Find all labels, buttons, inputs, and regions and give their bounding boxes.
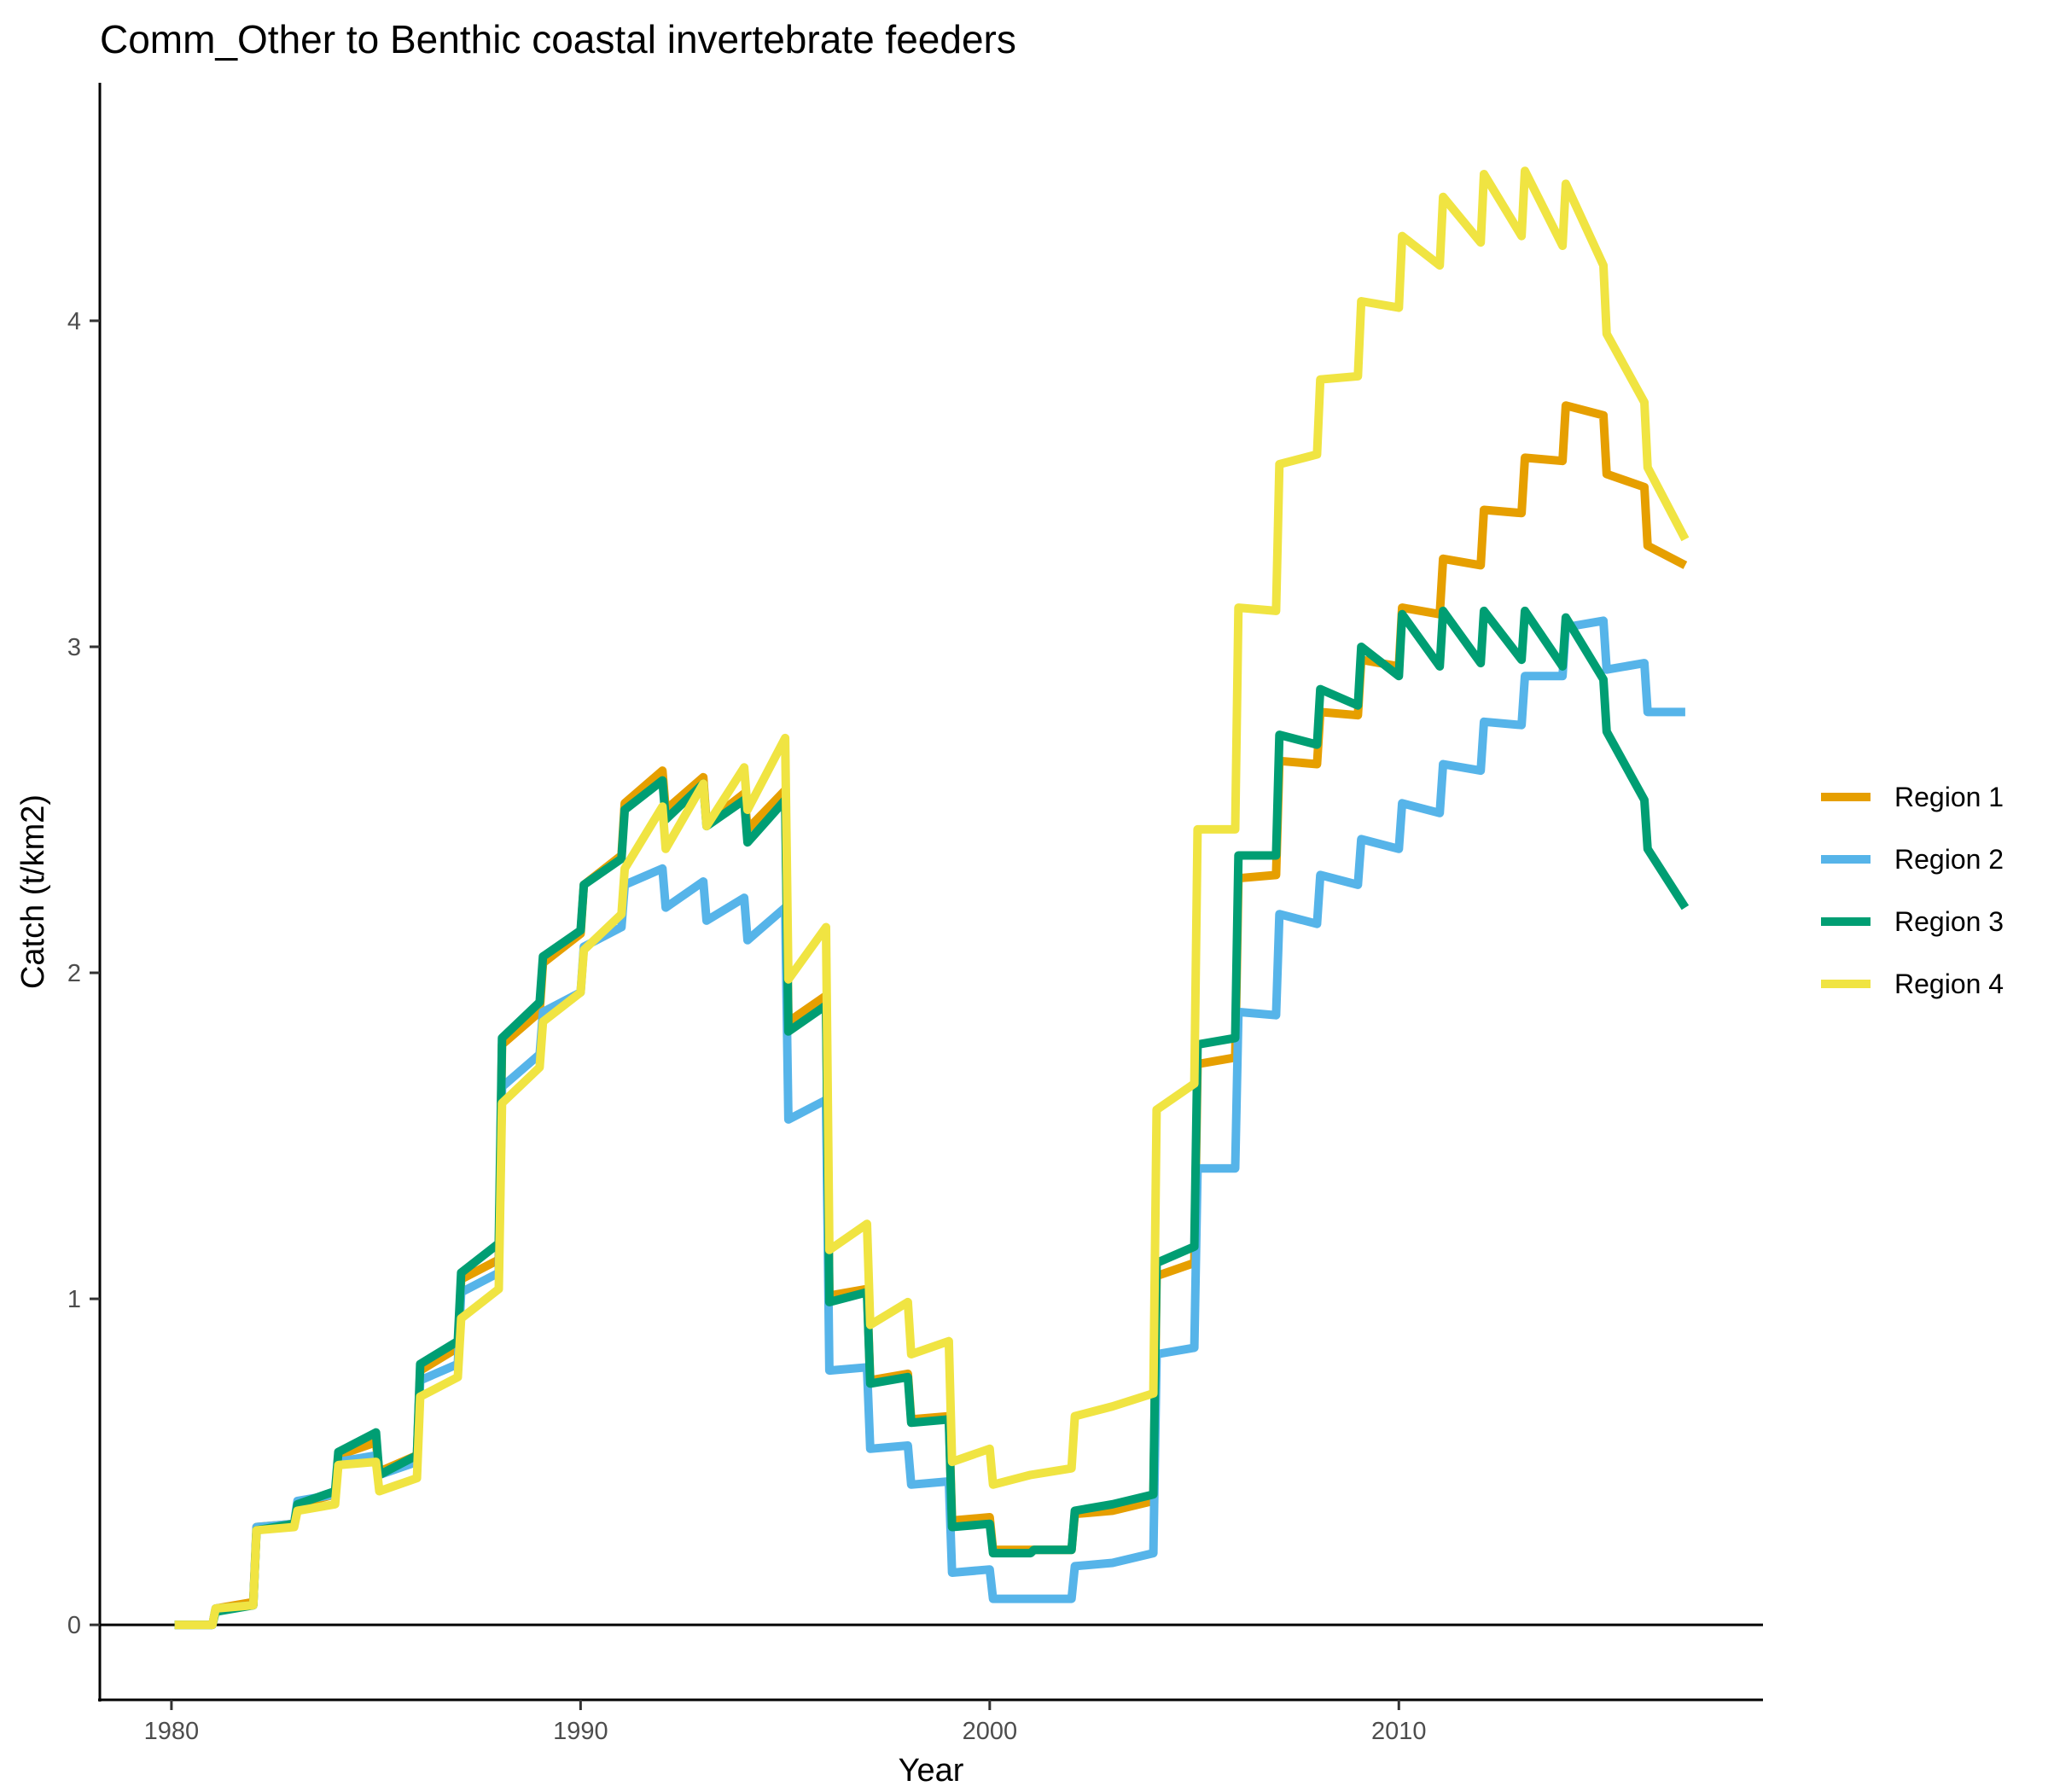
y-tick-label: 3 xyxy=(67,634,81,661)
legend-label-region-1: Region 1 xyxy=(1894,782,2004,812)
y-tick-label: 2 xyxy=(67,960,81,987)
x-axis-title: Year xyxy=(899,1753,964,1789)
legend: Region 1 Region 2 Region 3 Region 4 xyxy=(1821,782,2004,999)
series-line-region-1 xyxy=(174,401,1688,1630)
x-axis-ticks: 1980 1990 2000 2010 xyxy=(144,1700,1427,1745)
y-tick-label: 0 xyxy=(67,1612,81,1639)
legend-label-region-3: Region 3 xyxy=(1894,906,2004,937)
y-tick-label: 1 xyxy=(67,1286,81,1313)
x-tick-label: 2010 xyxy=(1371,1718,1427,1745)
series-line-region-3 xyxy=(174,606,1690,1630)
y-axis-title: Catch (t/km2) xyxy=(15,794,51,989)
plot-area xyxy=(100,166,1763,1630)
x-tick-label: 1990 xyxy=(553,1718,608,1745)
y-axis-ticks: 0 1 2 3 4 xyxy=(67,308,100,1639)
x-tick-label: 2000 xyxy=(963,1718,1018,1745)
series-line-region-2 xyxy=(174,616,1685,1630)
series-line-region-4 xyxy=(174,166,1690,1630)
legend-label-region-2: Region 2 xyxy=(1894,844,2004,875)
legend-label-region-4: Region 4 xyxy=(1894,969,2004,999)
chart-title: Comm_Other to Benthic coastal invertebra… xyxy=(100,17,1016,61)
x-tick-label: 1980 xyxy=(144,1718,200,1745)
y-tick-label: 4 xyxy=(67,308,81,335)
